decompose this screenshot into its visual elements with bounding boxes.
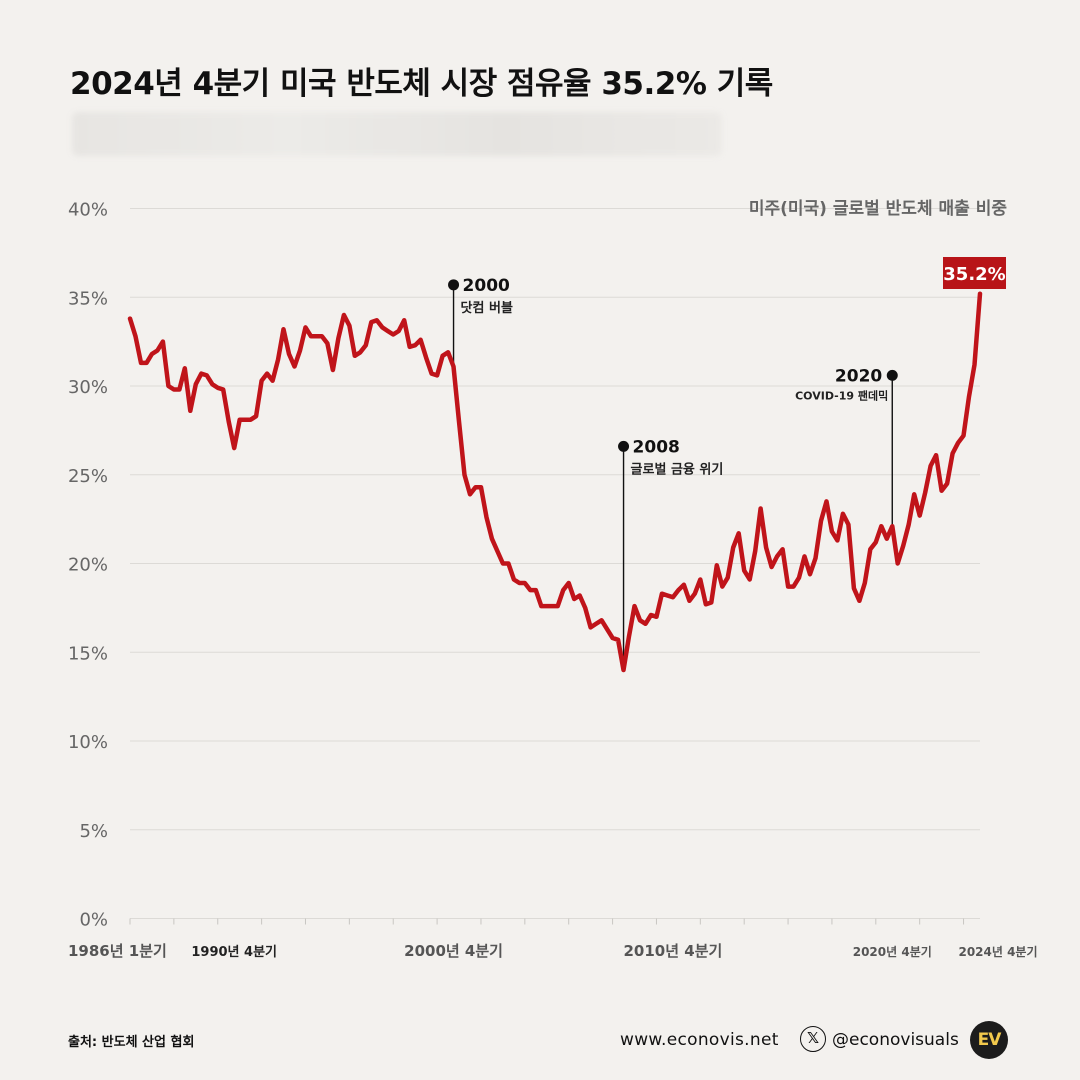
x-logo-icon[interactable]: 𝕏 <box>800 1026 826 1052</box>
x-tick-label: 1990년 4분기 <box>191 945 277 960</box>
y-tick-label: 30% <box>68 377 108 398</box>
x-tick-label: 2020년 4분기 <box>853 944 932 959</box>
annotation-dot <box>618 440 630 452</box>
brand-logo: EV <box>970 1021 1008 1059</box>
annotation-year: 2020 <box>835 366 882 386</box>
y-tick-label: 10% <box>68 732 108 753</box>
y-tick-label: 5% <box>79 821 108 842</box>
end-value-label: 35.2% <box>943 264 1005 285</box>
annotation-dot <box>448 279 460 291</box>
annotation-text: COVID-19 팬데믹 <box>795 388 888 402</box>
website-link[interactable]: www.econovis.net <box>620 1030 779 1050</box>
y-tick-label: 25% <box>68 466 108 487</box>
annotation-dot <box>886 369 898 381</box>
annotation-text: 닷컴 버블 <box>461 300 513 316</box>
x-tick-label: 2010년 4분기 <box>623 942 722 960</box>
source-note: 출처: 반도체 산업 협회 <box>68 1035 195 1050</box>
y-tick-label: 0% <box>79 910 108 931</box>
x-tick-label: 1986년 1분기 <box>68 942 167 960</box>
end-value-badge <box>943 257 1006 289</box>
page-title: 2024년 4분기 미국 반도체 시장 점유율 35.2% 기록 <box>70 66 773 102</box>
y-tick-label: 40% <box>68 200 108 221</box>
y-tick-label: 15% <box>68 643 108 664</box>
x-tick-label: 2000년 4분기 <box>404 942 503 960</box>
annotation-year: 2008 <box>633 437 680 457</box>
blurred-subtitle <box>72 112 722 156</box>
data-line-series <box>127 291 983 673</box>
x-tick-label: 2024년 4분기 <box>958 944 1037 959</box>
series-label: 미주(미국) 글로벌 반도체 매출 비중 <box>749 199 1008 219</box>
y-tick-label: 35% <box>68 288 108 309</box>
annotation-text: 글로벌 금융 위기 <box>631 461 724 477</box>
annotation-year: 2000 <box>463 276 510 296</box>
social-handle[interactable]: @econovisuals <box>832 1030 959 1050</box>
y-tick-label: 20% <box>68 555 108 576</box>
